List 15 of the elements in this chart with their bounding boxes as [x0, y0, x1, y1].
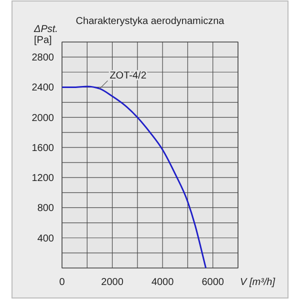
x-axis-title: V [m³/h]: [240, 277, 276, 288]
y-axis-title: ΔPst. [Pa]: [33, 24, 58, 46]
y-tick-label: 1600: [32, 142, 54, 154]
y-tick-label: 2000: [32, 112, 54, 124]
x-tick-label: 4000: [151, 277, 174, 288]
y-tick-label: 1200: [32, 173, 54, 184]
line-series: [61, 86, 207, 269]
chart-title: Charakterystyka aerodynamiczna: [76, 16, 225, 27]
y-tick-label: 800: [37, 203, 54, 214]
x-tick-label: 6000: [202, 277, 224, 288]
x-tick-label: 0: [59, 277, 66, 288]
x-tick-label: 2000: [101, 277, 124, 288]
y-tick-label: 400: [37, 233, 54, 244]
y-tick-label: 2400: [32, 82, 54, 94]
y-tick-label: 2800: [32, 52, 54, 64]
